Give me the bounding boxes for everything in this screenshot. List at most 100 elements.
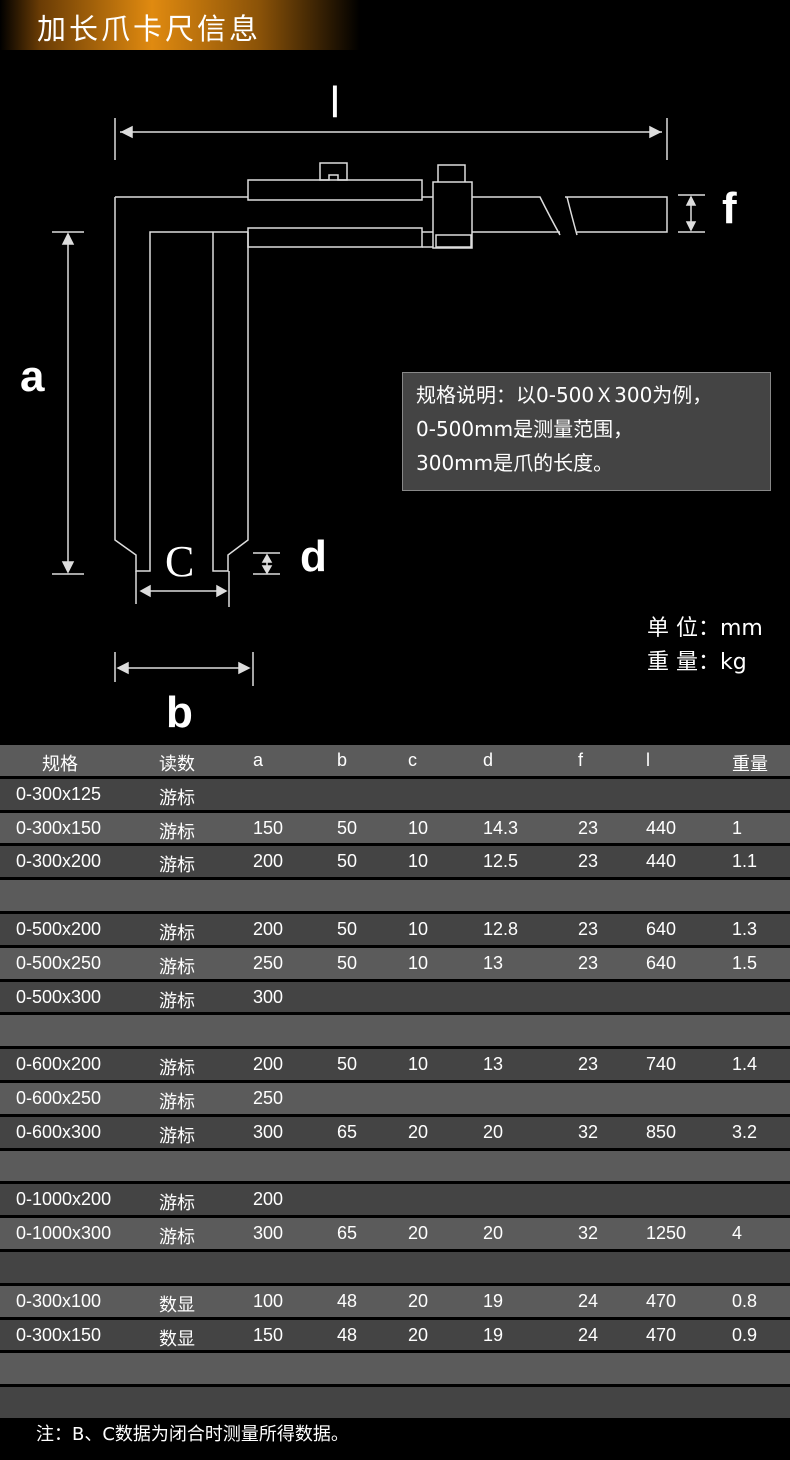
dimension-f: [678, 194, 705, 233]
dimension-a: [52, 231, 84, 575]
table-row: 0-1000x300 游标 300 65 20 20 32 1250 4: [0, 1218, 790, 1249]
units-legend: 单 位：mm 重 量：kg: [647, 612, 763, 680]
cell: 13: [483, 952, 504, 973]
cell: 48: [337, 1290, 358, 1311]
cell: 游标: [159, 787, 195, 808]
cell: 10: [408, 918, 429, 939]
cell: 300: [253, 1223, 284, 1244]
note-line: 300mm是爪的长度。: [416, 451, 614, 475]
label-a: a: [20, 352, 45, 401]
cell: 23: [578, 952, 599, 973]
cell: 1: [732, 817, 743, 838]
cell: 0.9: [732, 1324, 758, 1345]
table-row: 0-600x300 游标 300 65 20 20 32 850 3.2: [0, 1116, 790, 1148]
unit-length: 单 位：mm: [647, 616, 763, 641]
cell: 游标: [159, 1091, 195, 1112]
cell: 10: [408, 1054, 429, 1075]
cell: 19: [483, 1324, 504, 1345]
cell: 0-600x250: [16, 1087, 102, 1108]
dimension-b: [114, 652, 254, 686]
cell: 24: [578, 1324, 599, 1345]
cell: 740: [646, 1054, 677, 1075]
table-row: 0-500x300 游标 300: [0, 981, 790, 1013]
cell: 24: [578, 1290, 599, 1311]
cell: 640: [646, 952, 677, 973]
cell: 0-600x300: [16, 1121, 102, 1142]
table-row: [0, 1387, 790, 1418]
spec-note: 规格说明：以0-500Ｘ300为例， 0-500mm是测量范围， 300mm是爪…: [402, 372, 771, 491]
cell: 1250: [646, 1223, 687, 1244]
cell: 20: [483, 1121, 504, 1142]
footer-note: 注：B、C数据为闭合时测量所得数据。: [36, 1424, 349, 1445]
dimension-c: [135, 571, 230, 607]
label-l: l: [330, 78, 340, 127]
table-row: 0-300x125 游标: [0, 778, 790, 810]
table-row: [0, 1251, 790, 1283]
cell: 1.4: [732, 1054, 758, 1075]
cell: 数显: [159, 1328, 195, 1349]
cell: 20: [408, 1290, 429, 1311]
cell: 14.3: [483, 817, 519, 838]
cell: 12.5: [483, 851, 519, 872]
cell: 0-300x150: [16, 1324, 102, 1345]
cell: 重量: [732, 754, 768, 774]
spec-table: 规格 读数 a b c d f l 重量 0-300x125 游标 0-300x150 游标 150 50 1…: [0, 745, 790, 1421]
cell: 10: [408, 952, 429, 973]
table-row: 0-300x200 游标 200 50 10 12.5 23 440 1.1: [0, 846, 790, 878]
cell: 12.8: [483, 918, 519, 939]
beam: [115, 162, 668, 249]
cell: 游标: [159, 1227, 195, 1248]
cell: 4: [732, 1223, 743, 1244]
cell: 游标: [159, 821, 195, 842]
cell: 20: [483, 1223, 504, 1244]
dimension-d: [253, 552, 280, 575]
cell: 3.2: [732, 1121, 758, 1142]
label-c: C: [165, 537, 195, 586]
cell: 48: [337, 1324, 358, 1345]
cell: 19: [483, 1290, 504, 1311]
note-line: 规格说明：以0-500Ｘ300为例，: [416, 383, 713, 407]
table-row: 0-600x200 游标 200 50 10 13 23 740 1.4: [0, 1049, 790, 1080]
note-line: 0-500mm是测量范围，: [416, 417, 634, 441]
table-row: [0, 880, 790, 911]
cell: 1.5: [732, 952, 758, 973]
table-row: [0, 1150, 790, 1182]
cell: 23: [578, 851, 599, 872]
cell: 0-500x300: [16, 986, 102, 1007]
table-header: 规格 读数 a b c d f l 重量: [0, 745, 790, 776]
cell: 50: [337, 817, 358, 838]
table-row: 0-600x250 游标 250: [0, 1082, 790, 1114]
cell: 1.3: [732, 918, 758, 939]
cell: 0-300x125: [16, 783, 102, 804]
cell: 50: [337, 918, 358, 939]
table-row: 0-500x250 游标 250 50 10 13 23 640 1.5: [0, 947, 790, 979]
cell: 游标: [159, 922, 195, 943]
label-b: b: [166, 688, 193, 737]
cell: 20: [408, 1223, 429, 1244]
section-header: 加长爪卡尺信息: [0, 0, 400, 50]
cell: 数显: [159, 1294, 195, 1315]
cell: 10: [408, 817, 429, 838]
cell: 200: [253, 851, 284, 872]
cell: 200: [253, 918, 284, 939]
cell: 250: [253, 1087, 284, 1108]
cell: l: [646, 750, 650, 770]
table-row: [0, 1353, 790, 1385]
cell: 读数: [159, 754, 195, 774]
cell: 32: [578, 1223, 599, 1244]
cell: 规格: [42, 754, 78, 774]
cell: 300: [253, 1121, 284, 1142]
cell: 0-500x200: [16, 918, 102, 939]
cell: 65: [337, 1223, 358, 1244]
cell: 470: [646, 1324, 677, 1345]
cell: 440: [646, 817, 677, 838]
cell: 50: [337, 1054, 358, 1075]
cell: 0-300x100: [16, 1290, 102, 1311]
cell: 0.8: [732, 1290, 758, 1311]
cell: 23: [578, 1054, 599, 1075]
cell: 250: [253, 952, 284, 973]
cell: 0-1000x200: [16, 1189, 112, 1210]
table-row: 0-300x150 数显 150 48 20 19 24 470 0.9: [0, 1319, 790, 1351]
cell: 10: [408, 851, 429, 872]
cell: f: [578, 750, 584, 770]
